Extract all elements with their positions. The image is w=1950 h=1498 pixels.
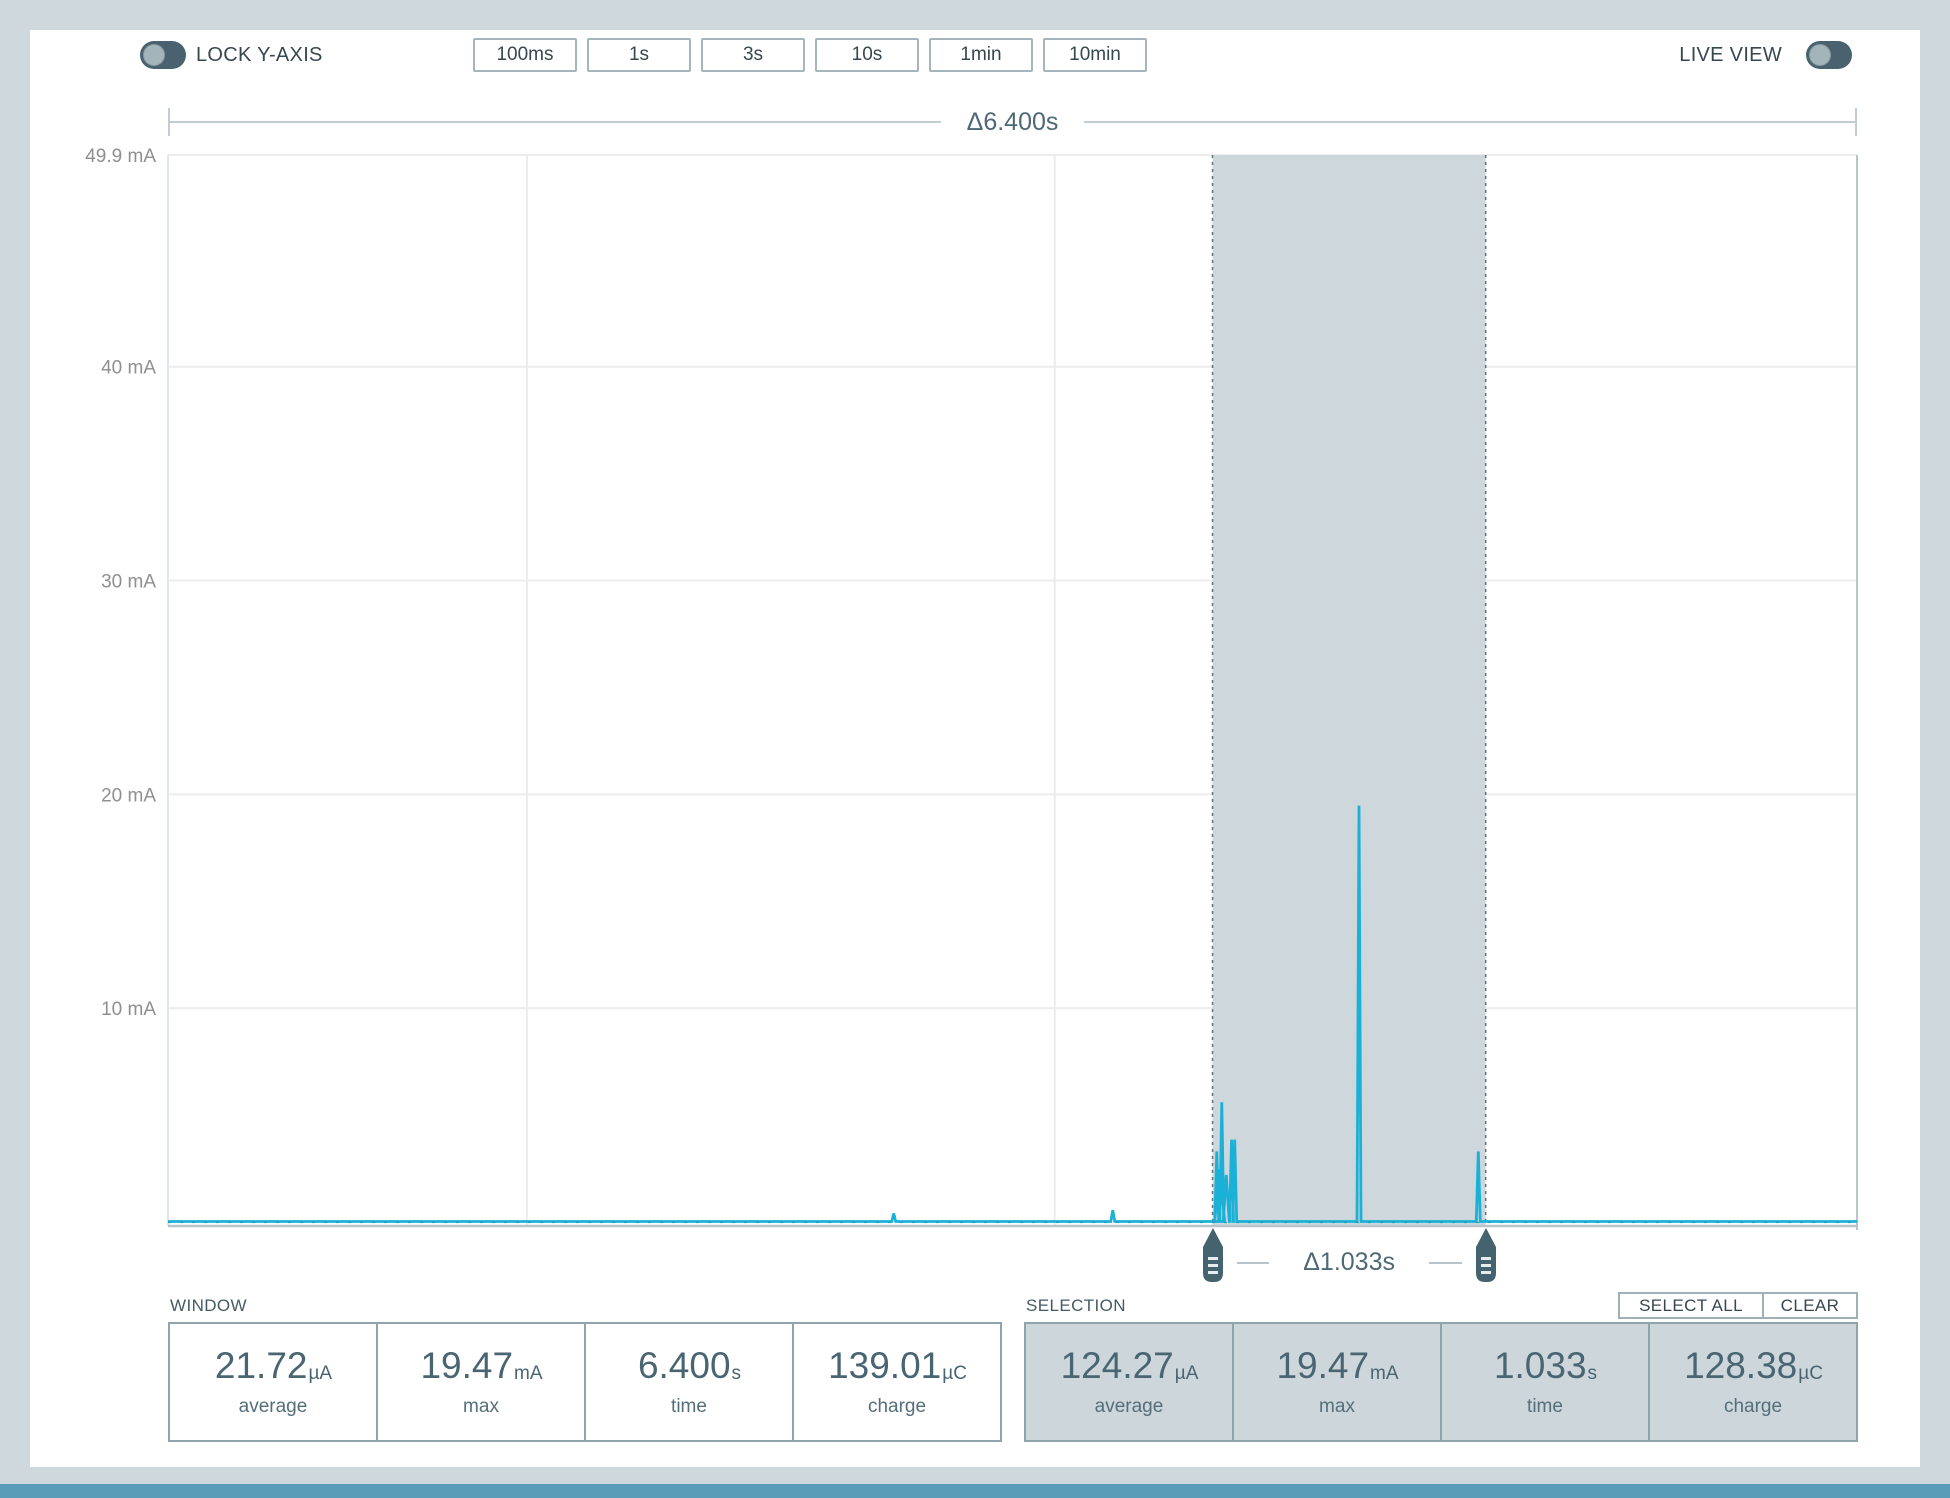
selection-stats: 124.27µA average 19.47mA max 1.033s time… [1024, 1322, 1858, 1442]
stat-label: max [463, 1395, 499, 1417]
current-chart[interactable]: 49.9 mA 40 mA 30 mA 20 mA 10 mA [30, 140, 1890, 1230]
stat-label: average [238, 1395, 308, 1417]
time-window-button-1s[interactable]: 1s [587, 38, 691, 72]
stat-value: 6.400 [637, 1344, 731, 1386]
selection-region[interactable] [1212, 155, 1486, 1226]
stat-unit: µA [1174, 1362, 1199, 1384]
time-window-button-3s[interactable]: 3s [701, 38, 805, 72]
stat-label: time [671, 1395, 707, 1417]
select-all-button[interactable]: SELECT ALL [1618, 1292, 1764, 1319]
stat-value: 21.72 [214, 1344, 308, 1386]
selection-section-label: SELECTION [1026, 1296, 1126, 1315]
stat-unit: s [731, 1362, 742, 1384]
selection-handle-icon [1202, 1228, 1223, 1282]
y-axis-tick-label: 20 mA [101, 785, 156, 806]
live-view-toggle[interactable] [1806, 41, 1852, 69]
selection-handle-icon [1475, 1228, 1496, 1282]
chart-panel: LOCK Y-AXIS 100ms 1s 3s 10s 1min 10min L… [30, 30, 1920, 1467]
selection-handle-right[interactable] [1473, 1227, 1499, 1283]
y-axis-tick-label: 49.9 mA [85, 146, 156, 167]
stat-label: max [1319, 1395, 1355, 1417]
bracket-right-cap [1855, 108, 1858, 136]
stat-unit: s [1587, 1362, 1598, 1384]
window-stat-charge: 139.01µC charge [792, 1322, 1002, 1442]
stat-value: 19.47 [420, 1344, 514, 1386]
current-trace [168, 805, 1857, 1223]
time-window-button-100ms[interactable]: 100ms [473, 38, 577, 72]
stat-unit: µC [1798, 1362, 1823, 1384]
stat-value: 124.27 [1060, 1344, 1174, 1386]
stat-label: average [1094, 1395, 1164, 1417]
selection-stat-charge: 128.38µC charge [1648, 1322, 1858, 1442]
lock-y-axis-label: LOCK Y-AXIS [196, 44, 323, 66]
stat-label: charge [867, 1395, 927, 1417]
bracket-left-cap [168, 108, 170, 136]
window-stat-max: 19.47mA max [376, 1322, 586, 1442]
window-stat-average: 21.72µA average [168, 1322, 378, 1442]
y-axis-tick-label: 30 mA [101, 572, 156, 593]
live-view-label: LIVE VIEW [1679, 44, 1782, 66]
toggle-knob [1809, 44, 1831, 66]
time-window-button-10min[interactable]: 10min [1043, 38, 1147, 72]
selection-handle-left[interactable] [1200, 1227, 1226, 1283]
stat-unit: µA [308, 1362, 333, 1384]
stat-value: 19.47 [1276, 1344, 1370, 1386]
time-window-button-10s[interactable]: 10s [815, 38, 919, 72]
selection-stat-average: 124.27µA average [1024, 1322, 1234, 1442]
lock-y-axis-toggle[interactable] [140, 41, 186, 69]
window-stat-time: 6.400s time [584, 1322, 794, 1442]
clear-button[interactable]: CLEAR [1762, 1292, 1858, 1319]
window-section-label: WINDOW [170, 1296, 247, 1315]
selection-stat-max: 19.47mA max [1232, 1322, 1442, 1442]
bracket-line [170, 121, 941, 123]
stat-label: charge [1723, 1395, 1783, 1417]
stat-value: 1.033 [1493, 1344, 1587, 1386]
selection-delta-line [1429, 1262, 1462, 1264]
stat-value: 128.38 [1684, 1344, 1798, 1386]
time-window-button-1min[interactable]: 1min [929, 38, 1033, 72]
selection-delta-line [1236, 1262, 1270, 1264]
y-axis-tick-label: 40 mA [101, 358, 156, 379]
selection-stat-time: 1.033s time [1440, 1322, 1650, 1442]
window-delta-label: Δ6.400s [966, 107, 1059, 136]
bracket-line [1084, 121, 1856, 123]
selection-delta-label: Δ1.033s [1303, 1248, 1395, 1276]
stat-value: 139.01 [828, 1344, 942, 1386]
bottom-accent-bar [0, 1484, 1950, 1498]
stat-unit: mA [514, 1362, 543, 1384]
window-stats: 21.72µA average 19.47mA max 6.400s time … [168, 1322, 1002, 1442]
stat-unit: µC [942, 1362, 967, 1384]
time-window-buttons: 100ms 1s 3s 10s 1min 10min [473, 38, 1147, 72]
stat-unit: mA [1370, 1362, 1399, 1384]
toggle-knob [143, 44, 165, 66]
window-delta-bracket: Δ6.400s [168, 107, 1858, 136]
y-axis-tick-label: 10 mA [101, 999, 156, 1020]
selection-actions: SELECT ALL CLEAR [1618, 1292, 1860, 1319]
stat-label: time [1527, 1395, 1563, 1417]
